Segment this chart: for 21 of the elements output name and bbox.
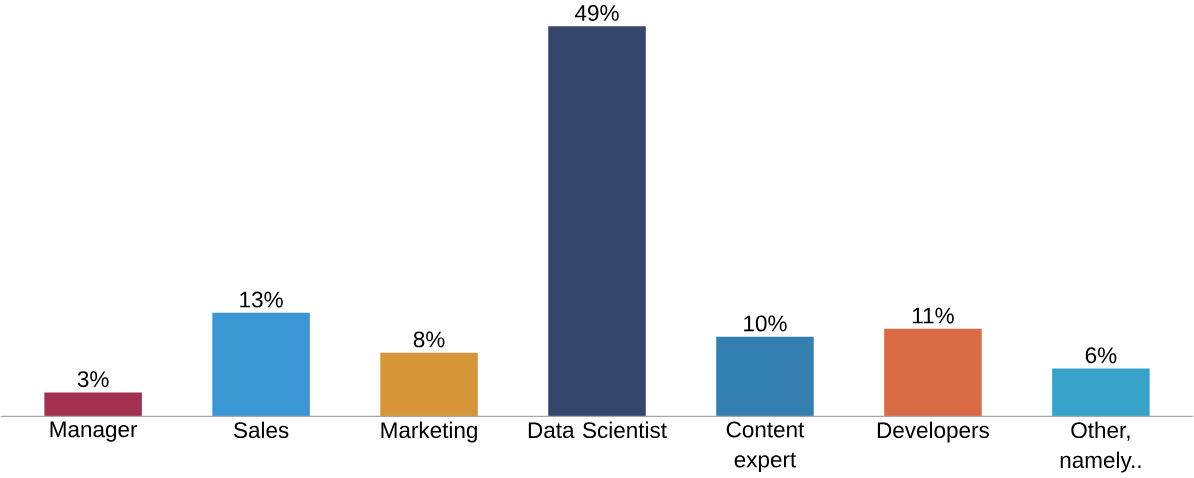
x-tick-label: Data Scientist (528, 421, 667, 439)
data-label: 8% (413, 331, 445, 348)
bar (380, 352, 478, 417)
x-tick-label: Other, namely.. (1060, 421, 1141, 473)
bar (1052, 368, 1150, 417)
bar (884, 328, 982, 417)
x-tick-label: Marketing (381, 421, 477, 443)
bar (716, 336, 814, 417)
x-tick-label: Content expert (726, 421, 805, 473)
data-label: 11% (912, 307, 954, 324)
x-tick-label: Developers (877, 421, 989, 443)
data-label: 13% (240, 291, 283, 308)
bar (44, 392, 142, 417)
bar (548, 26, 646, 417)
data-label: 49% (575, 5, 619, 22)
data-label: 3% (77, 371, 109, 388)
x-tick-label: Sales (233, 421, 289, 439)
x-tick-label: Manager (50, 421, 138, 442)
bar (212, 313, 310, 417)
data-label: 6% (1085, 347, 1117, 364)
data-label: 10% (744, 315, 787, 332)
